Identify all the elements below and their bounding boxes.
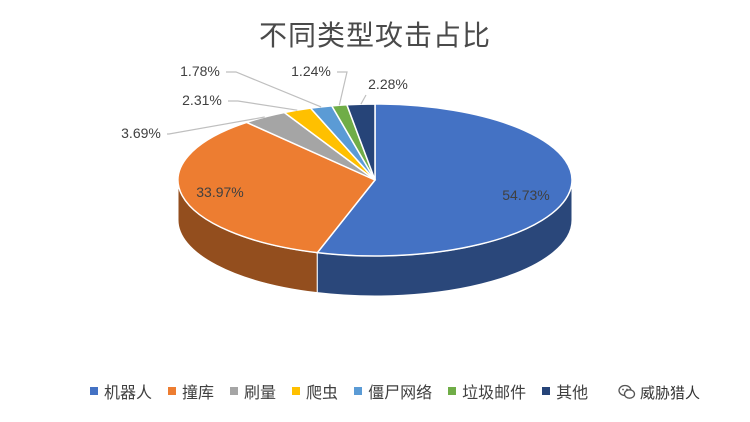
data-label-6: 1.24% [291,63,331,79]
legend-swatch [168,387,177,395]
leader-line-5 [226,71,322,108]
data-label-7: 2.28% [368,76,408,92]
legend-swatch [230,387,239,395]
legend-item-1: 机器人 [90,379,152,403]
leader-line-4 [228,100,298,111]
data-label-3: 3.69% [121,125,161,141]
legend-label: 僵尸网络 [368,383,433,402]
legend-item-3: 刷量 [230,379,276,403]
legend-item-2: 撞库 [168,379,214,403]
legend-label: 爬虫 [306,383,339,402]
leader-line-3 [167,116,265,135]
wechat-icon [618,384,636,399]
pie-slice-2 [177,121,377,254]
leader-line-6 [337,71,348,106]
legend-label: 其他 [556,383,589,402]
leader-line-7 [360,94,367,105]
legend-swatch [292,387,301,395]
legend-swatch [542,387,551,395]
pie-slice-1 [315,103,573,257]
legend-item-6: 垃圾邮件 [448,379,526,403]
chart-title: 不同类型攻击占比 [258,19,491,52]
legend-item-5: 僵尸网络 [354,379,432,403]
data-label-2: 33.97% [196,184,243,200]
legend-label: 刷量 [244,383,277,402]
legend-label: 撞库 [182,383,215,402]
legend-label: 机器人 [104,383,153,402]
legend-swatch [448,387,457,395]
watermark-text: 威胁猎人 [640,383,701,402]
data-label-4: 2.31% [182,92,222,108]
data-label-1: 54.73% [502,187,549,203]
pie-slice-7 [345,103,376,181]
legend-swatch [354,387,363,395]
data-label-5: 1.78% [180,63,220,79]
legend-label: 垃圾邮件 [462,383,527,402]
legend-swatch [90,387,98,395]
wechat-watermark: 威胁猎人 [614,379,709,405]
legend-item-7: 其他 [542,379,588,403]
chart-legend: 机器人 撞库 刷量 爬虫 僵尸网络 垃圾邮件 其他 [90,380,588,402]
legend-item-4: 爬虫 [292,379,338,403]
